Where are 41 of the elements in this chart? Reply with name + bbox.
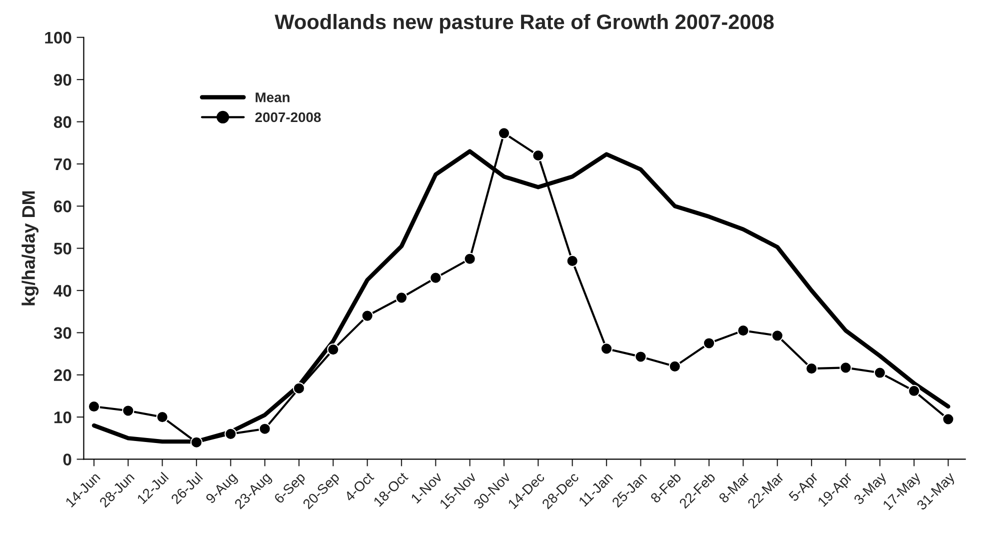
point	[840, 362, 852, 374]
y-tick-label: 0	[63, 454, 72, 466]
point	[224, 428, 237, 440]
point	[771, 330, 784, 342]
point	[532, 149, 544, 162]
point	[190, 436, 203, 448]
point	[327, 343, 340, 356]
point	[258, 422, 271, 435]
y-axis-title: kg/ha/day DM	[22, 191, 39, 306]
y-tick-label: 50	[54, 242, 72, 255]
point	[430, 272, 442, 284]
point	[600, 342, 613, 355]
point	[156, 410, 168, 424]
legend-label: Mean	[256, 92, 290, 102]
point	[737, 324, 750, 337]
point	[361, 310, 374, 322]
y-tick-label: 30	[54, 327, 72, 339]
point	[122, 404, 134, 417]
y-tick-label: 60	[54, 200, 72, 212]
point	[292, 382, 306, 394]
point	[464, 252, 476, 265]
point	[395, 292, 408, 304]
point	[942, 413, 954, 426]
point	[566, 254, 578, 268]
point	[702, 337, 716, 350]
point	[908, 384, 920, 397]
y-tick-label: 40	[54, 284, 72, 297]
y-tick-label: 80	[54, 116, 72, 128]
point	[88, 400, 100, 413]
y-tick-label: 100	[45, 32, 72, 44]
point	[668, 360, 681, 373]
y-tick-label: 10	[54, 411, 72, 424]
y-tick-label: 70	[54, 158, 72, 170]
legend-label: 2007-2008	[255, 112, 321, 122]
point	[805, 362, 818, 375]
point	[634, 350, 647, 363]
chart-title: Woodlands new pasture Rate of Growth 2007-2008	[274, 14, 774, 34]
point	[498, 127, 510, 140]
y-tick-label: 90	[54, 74, 72, 86]
y-tick-label: 20	[54, 369, 72, 382]
point	[874, 366, 886, 379]
